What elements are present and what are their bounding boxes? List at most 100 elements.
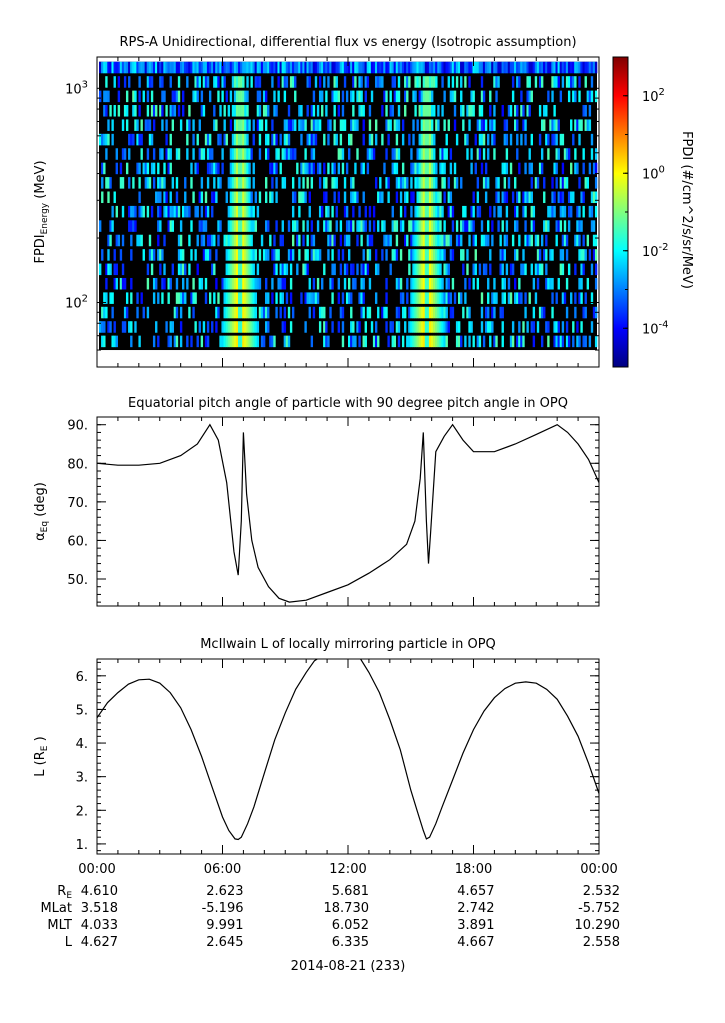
flux-cell: [393, 61, 397, 74]
flux-cell: [258, 61, 262, 74]
flux-cell: [497, 177, 500, 189]
flux-cell: [169, 61, 172, 74]
flux-cell: [198, 148, 201, 160]
flux-cell: [472, 335, 475, 348]
flux-cell: [437, 191, 440, 204]
flux-cell: [225, 277, 228, 290]
flux-cell: [238, 234, 241, 247]
flux-cell: [540, 76, 544, 88]
flux-cell: [451, 76, 455, 88]
flux-cell: [235, 205, 239, 218]
flux-cell: [206, 162, 210, 175]
flux-cell: [240, 306, 243, 319]
flux-cell: [265, 105, 268, 117]
flux-cell: [426, 321, 430, 333]
flux-cell: [323, 191, 326, 204]
flux-cell: [163, 191, 166, 204]
flux-cell: [397, 321, 401, 333]
flux-cell: [217, 90, 220, 103]
flux-cell: [285, 335, 289, 348]
flux-cell: [410, 162, 413, 175]
flux-cell: [242, 220, 245, 232]
flux-cell: [223, 321, 226, 333]
flux-cell: [196, 335, 199, 348]
flux-cell: [520, 105, 523, 117]
flux-cell: [231, 292, 235, 304]
flux-cell: [437, 292, 440, 304]
flux-cell: [387, 119, 390, 131]
flux-cell: [246, 119, 249, 131]
flux-cell: [125, 105, 129, 117]
flux-cell: [385, 119, 388, 131]
flux-cell: [426, 249, 430, 261]
flux-cell: [381, 191, 384, 204]
flux-cell: [493, 292, 496, 304]
flux-cell: [495, 177, 498, 189]
flux-cell: [472, 90, 475, 103]
flux-cell: [559, 177, 563, 189]
flux-cell: [580, 191, 583, 204]
flux-cell: [179, 321, 183, 333]
flux-cell: [431, 249, 434, 261]
flux-cell: [594, 249, 598, 261]
flux-cell: [163, 263, 166, 276]
flux-cell: [341, 61, 345, 74]
flux-cell: [246, 205, 249, 218]
flux-cell: [190, 220, 193, 232]
flux-cell: [157, 205, 160, 218]
flux-cell: [495, 61, 498, 74]
flux-cell: [578, 119, 581, 131]
flux-cell: [260, 306, 264, 319]
flux-cell: [466, 220, 469, 232]
flux-cell: [379, 177, 382, 189]
flux-cell: [333, 61, 336, 74]
flux-cell: [420, 162, 424, 175]
flux-cell: [561, 61, 565, 74]
flux-cell: [565, 277, 569, 290]
flux-cell: [252, 220, 255, 232]
flux-cell: [543, 220, 546, 232]
flux-cell: [246, 292, 249, 304]
flux-cell: [194, 321, 197, 333]
flux-cell: [592, 234, 596, 247]
flux-cell: [424, 292, 428, 304]
flux-cell: [408, 306, 411, 319]
flux-cell: [443, 61, 446, 74]
flux-cell: [107, 90, 110, 103]
flux-cell: [337, 321, 341, 333]
flux-cell: [138, 234, 141, 247]
flux-cell: [449, 148, 453, 160]
flux-cell: [557, 277, 560, 290]
flux-cell: [318, 205, 322, 218]
flux-cell: [248, 306, 251, 319]
flux-cell: [132, 133, 135, 146]
flux-cell: [381, 220, 384, 232]
flux-cell: [283, 306, 287, 319]
flux-cell: [109, 234, 112, 247]
flux-cell: [580, 263, 583, 276]
flux-cell: [105, 133, 108, 146]
flux-cell: [590, 90, 594, 103]
flux-cell: [310, 292, 314, 304]
flux-cell: [130, 277, 133, 290]
flux-cell: [175, 61, 179, 74]
flux-cell: [455, 335, 459, 348]
flux-cell: [343, 263, 347, 276]
flux-cell: [428, 177, 432, 189]
flux-cell: [443, 119, 446, 131]
flux-cell: [447, 321, 450, 333]
flux-cell: [200, 105, 204, 117]
flux-cell: [493, 148, 496, 160]
ephemeris-row-label-main: R: [57, 884, 66, 899]
flux-cell: [107, 234, 110, 247]
flux-cell: [437, 277, 440, 290]
flux-cell: [443, 321, 446, 333]
flux-cell: [433, 249, 436, 261]
flux-cell: [285, 292, 289, 304]
flux-cell: [522, 321, 525, 333]
flux-cell: [511, 191, 515, 204]
flux-cell: [536, 249, 540, 261]
flux-cell: [231, 177, 235, 189]
flux-cell: [136, 292, 139, 304]
flux-cell: [348, 335, 351, 348]
